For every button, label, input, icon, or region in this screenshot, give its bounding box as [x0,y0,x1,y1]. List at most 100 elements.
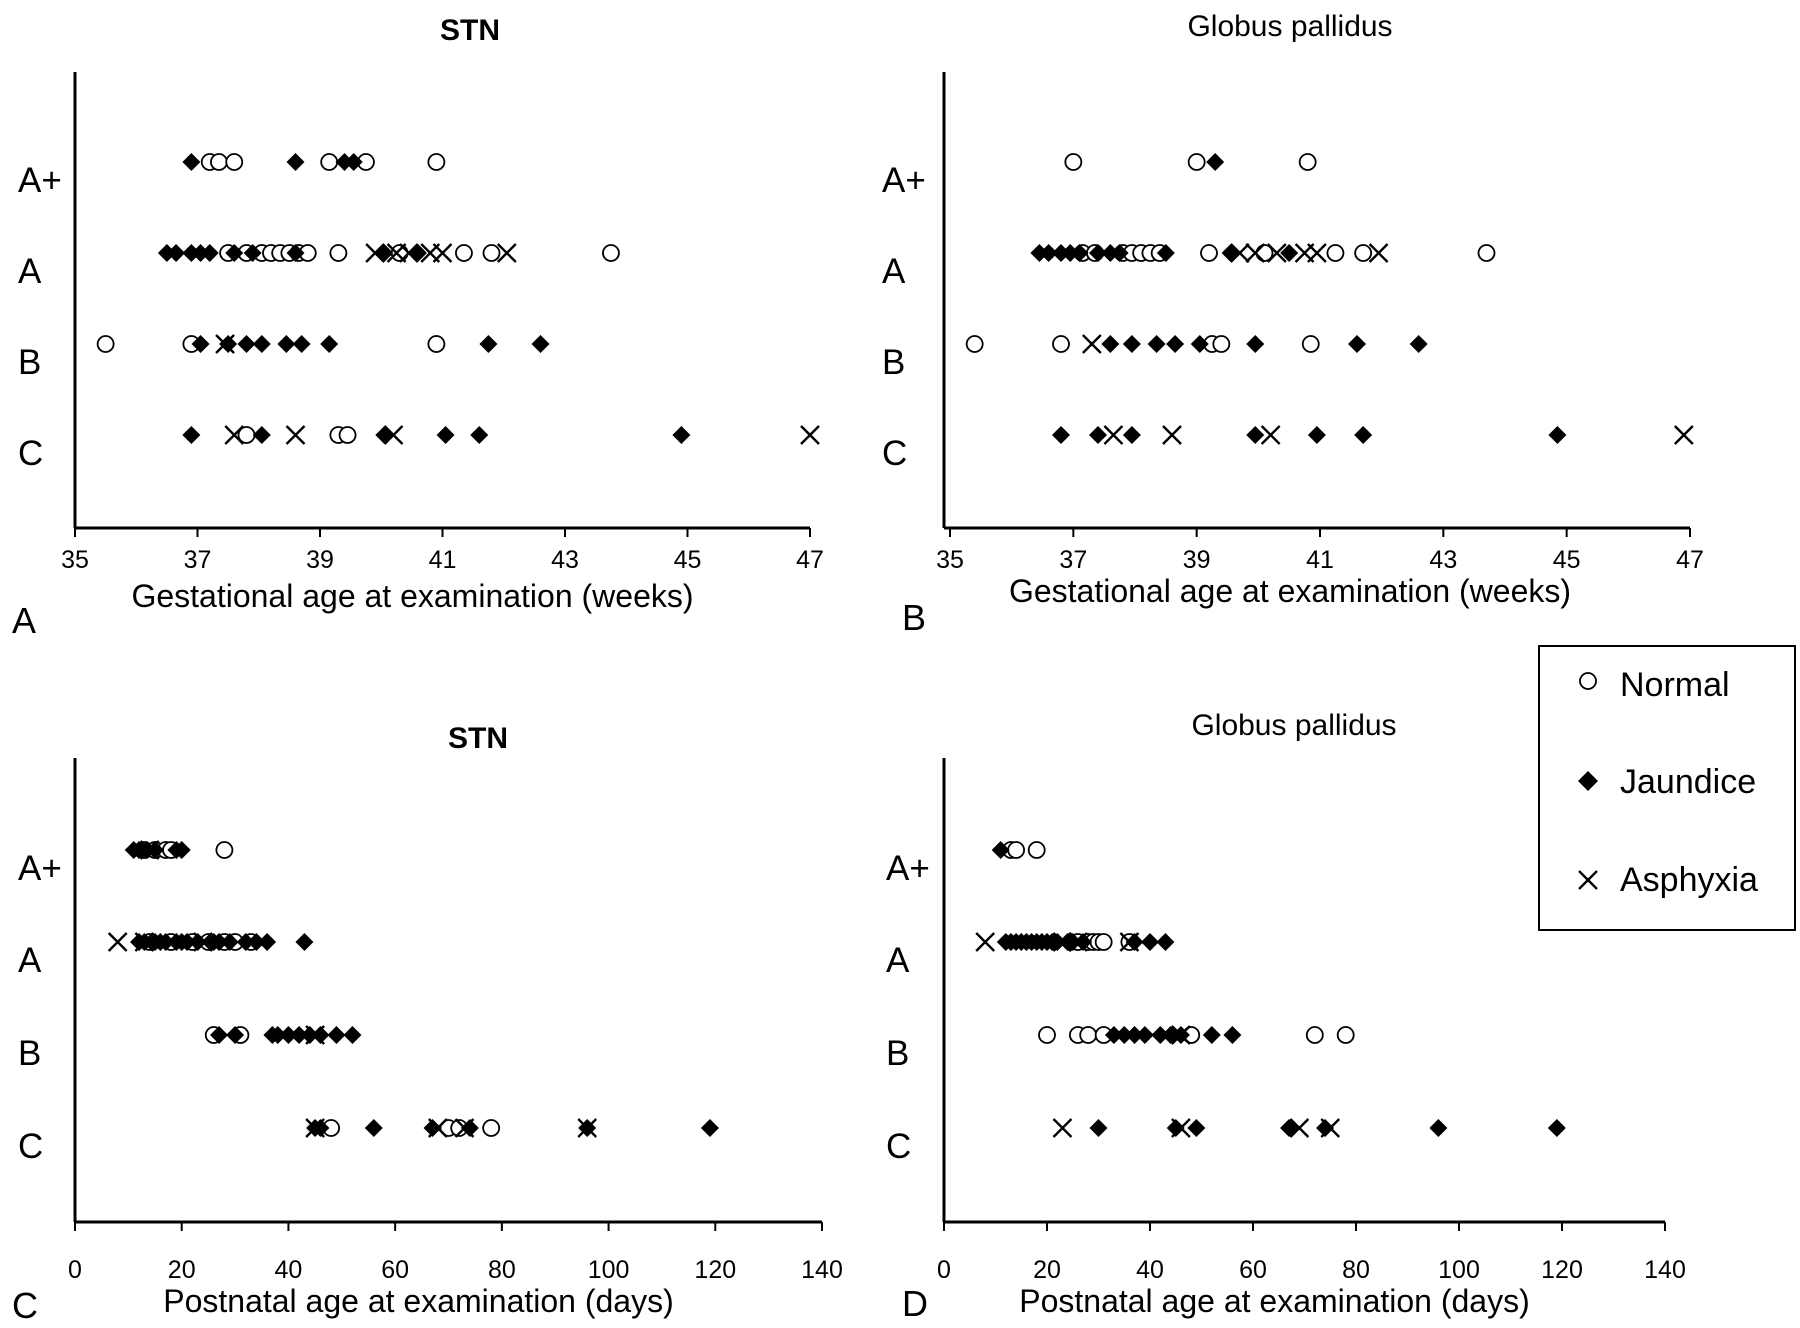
panel-d-point-asphyxia [1119,932,1140,952]
panel-d-point-normal [1336,1026,1355,1044]
panel-a-point-normal [390,244,409,262]
panel-a-category-label: A+ [18,161,62,200]
panel-d-point-asphyxia [1068,932,1088,952]
panel-d-x-tick-label: 120 [1541,1256,1583,1284]
panel-c-category-label: B [18,1034,41,1073]
panel-b-point-normal [1052,335,1070,353]
panel-a-x-tick-label: 41 [429,546,457,574]
panel-d-x-tick-label: 100 [1438,1256,1480,1284]
panel-a-point-jaundice [157,244,176,262]
panel-c-point-jaundice [423,1119,442,1137]
panel-c-point-asphyxia [454,1118,475,1138]
panel-d-point-jaundice [991,841,1010,859]
panel-c-point-jaundice [700,1119,719,1137]
panel-c-point-jaundice [178,933,197,951]
panel-c-point-jaundice [327,1026,346,1044]
panel-a-category-label: B [18,343,41,382]
panel-a-point-jaundice [243,244,262,262]
panel-a-point-jaundice [252,426,271,444]
panel-d-point-normal [1079,1026,1098,1044]
panel-c-x-tick-label: 20 [168,1256,196,1284]
panel-d-point-jaundice [1141,933,1159,951]
panel-b-point-jaundice [1246,426,1265,444]
panel-d-x-tick-label: 80 [1342,1256,1370,1284]
panel-a-point-normal [482,244,501,262]
panel-b-point-jaundice [1039,244,1058,262]
panel-a-x-tick-label: 35 [61,546,89,574]
panel-d-category-label: C [886,1127,911,1166]
panel-c-point-asphyxia [193,932,213,952]
panel-b-x-label: Gestational age at examination (weeks) [1009,573,1571,609]
panel-a-point-normal [338,426,357,444]
panel-d-point-normal [1305,1026,1324,1044]
panel-d-title: Globus pallidus [1191,709,1396,742]
panel-d-point-normal [1007,841,1025,859]
panel-c-point-jaundice [236,933,255,951]
panel-c-point-asphyxia [577,1118,598,1138]
panel-a-point-normal [210,153,228,171]
panel-a-point-jaundice [219,335,238,353]
panel-c-x-tick-label: 0 [68,1256,82,1284]
panel-c-x-tick-label: 40 [275,1256,303,1284]
panel-a-point-jaundice [470,426,489,444]
panel-d-point-jaundice [1135,1026,1154,1044]
panel-a-point-asphyxia [383,425,404,445]
panel-a-point-jaundice [191,335,210,353]
panel-b-point-asphyxia [1260,425,1281,445]
panel-c-point-normal [215,841,234,859]
panel-d-letter: D [902,1283,928,1324]
panel-c-point-asphyxia [427,1118,448,1138]
panel-d-point-jaundice [1223,1026,1242,1044]
panel-c-point-jaundice [311,1119,330,1137]
panel-c-point-jaundice [290,1026,309,1044]
panel-b-point-jaundice [1246,335,1265,353]
legend-label-normal: Normal [1620,666,1730,704]
panel-c-point-normal [482,1119,501,1137]
legend-label-jaundice: Jaundice [1620,763,1756,801]
panel-b-point-jaundice [1070,244,1089,262]
panel-c-point-jaundice [210,933,229,951]
panel-a-x-tick-label: 43 [551,546,579,574]
panel-b-point-jaundice [1354,426,1373,444]
panel-c-point-jaundice [364,1119,383,1137]
panel-c-point-jaundice [188,933,207,951]
panel-c-x-tick-label: 140 [801,1256,843,1284]
panel-a-point-jaundice [335,153,354,171]
panel-b-point-jaundice [1147,335,1166,353]
panel-d-point-asphyxia [1171,1025,1191,1045]
panel-d-point-jaundice [1429,1119,1448,1137]
panel-d-category-label: A [886,941,910,980]
panel-a-category-label: C [18,434,43,473]
panel-b-point-asphyxia [1162,425,1182,445]
panel-a-point-jaundice [167,244,186,262]
panel-c-point-jaundice [311,1026,330,1044]
panel-a-x-tick-label: 39 [306,546,334,574]
panel-b-point-normal [1326,244,1345,262]
panel-a-point-jaundice [252,335,271,353]
panel-b-point-normal [1354,244,1373,262]
panel-b-point-asphyxia [1307,243,1327,263]
panel-a-point-asphyxia [398,243,419,263]
panel-a-title: STN [440,14,500,47]
panel-a-point-jaundice [237,335,256,353]
panel-c-category-label: C [18,1127,43,1166]
panel-c-point-jaundice [279,1026,298,1044]
panel-c-letter: C [12,1285,38,1326]
panel-a-point-asphyxia [224,425,245,445]
panel-d-x-tick-label: 60 [1239,1256,1267,1284]
panel-b-point-jaundice [1156,244,1175,262]
panel-d-point-asphyxia [1320,1118,1341,1138]
panel-b-point-jaundice [1221,244,1240,262]
panel-b-category-label: B [882,343,905,382]
panel-c-x-tick-label: 60 [381,1256,409,1284]
panel-c-point-jaundice [220,933,239,951]
panel-d-x-tick-label: 40 [1136,1256,1164,1284]
panel-b-point-asphyxia [1081,334,1102,354]
panel-b-point-jaundice [1052,426,1070,444]
panel-c: STN 0 20 40 60 80 100 120 140 Postnatal age at ex… [12,722,843,1326]
panel-b-category-label: A+ [882,161,926,200]
panel-d-point-jaundice [1151,1026,1170,1044]
panel-b-point-asphyxia [1368,243,1389,263]
panel-c-point-asphyxia [107,932,128,952]
panel-b-point-jaundice [1348,335,1366,353]
